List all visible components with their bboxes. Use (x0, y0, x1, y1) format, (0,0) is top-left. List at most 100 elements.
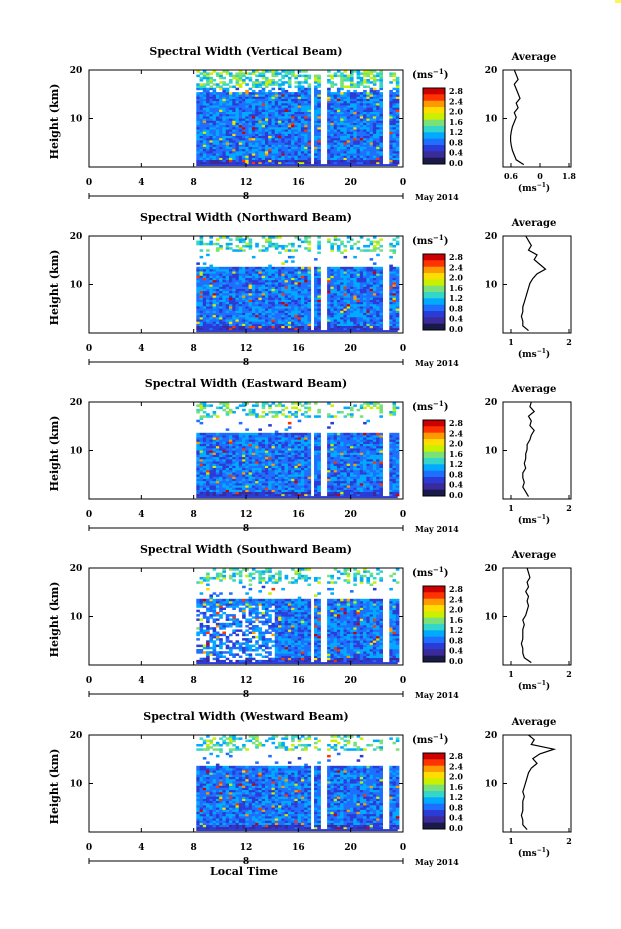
heatmap-cell (229, 295, 233, 298)
heatmap-cell (274, 469, 279, 473)
heatmap-cell (251, 317, 256, 320)
heatmap-cell (238, 441, 243, 444)
heatmap-cell (327, 319, 331, 322)
heatmap-cell (376, 151, 380, 154)
heatmap-cell (327, 107, 331, 110)
heatmap-cell (199, 76, 204, 80)
heatmap-cell (242, 124, 246, 128)
heatmap-cell (287, 155, 292, 158)
heatmap-cell (261, 87, 266, 91)
heatmap-cell (363, 284, 367, 287)
heatmap-cell (346, 153, 351, 156)
heatmap-cell (350, 327, 354, 331)
heatmap-cell (202, 148, 207, 152)
heatmap-cell (251, 413, 256, 416)
heatmap-cell (350, 146, 354, 150)
heatmap-cell (336, 327, 341, 331)
y-tick-label: 20 (70, 232, 83, 242)
heatmap-cell (222, 437, 226, 440)
heatmap-cell (389, 249, 393, 252)
heatmap-cell (363, 286, 367, 289)
heatmap-cell (202, 483, 207, 486)
heatmap-cell (343, 105, 348, 108)
heatmap-cell (376, 247, 380, 250)
heatmap-cell (222, 435, 226, 438)
heatmap-cell (278, 146, 282, 150)
heatmap-cell (389, 155, 393, 158)
heatmap-cell (232, 290, 236, 294)
heatmap-cell (372, 236, 377, 239)
heatmap-cell (238, 266, 243, 270)
heatmap-cell (219, 310, 223, 313)
heatmap-cell (363, 301, 367, 305)
heatmap-cell (336, 266, 341, 270)
heatmap-cell (215, 310, 220, 313)
heatmap-cell (199, 107, 204, 110)
heatmap-cell (346, 273, 351, 276)
heatmap-cell (215, 476, 220, 479)
heatmap-cell (235, 406, 240, 410)
heatmap-cell (245, 474, 249, 477)
heatmap-cell (395, 286, 400, 289)
heatmap-cell (255, 94, 259, 97)
heatmap-cell (300, 295, 305, 298)
heatmap-cell (271, 98, 276, 102)
heatmap-cell (199, 454, 204, 458)
heatmap-cell (327, 87, 331, 91)
heatmap-cell (327, 96, 331, 99)
heatmap-cell (300, 142, 305, 145)
heatmap-cell (376, 290, 380, 294)
heatmap-cell (340, 94, 344, 97)
heatmap-cell (395, 85, 400, 88)
heatmap-cell (248, 146, 253, 150)
heatmap-cell (363, 79, 367, 82)
heatmap-cell (212, 310, 217, 313)
heatmap-cell (258, 85, 262, 88)
heatmap-cell (215, 327, 220, 331)
heatmap-cell (359, 92, 364, 95)
heatmap-cell (271, 83, 276, 86)
heatmap-cell (343, 100, 348, 104)
heatmap-cell (199, 443, 204, 447)
heatmap-cell (333, 161, 338, 165)
heatmap-cell (340, 161, 344, 165)
unit-part: ) (444, 70, 449, 81)
heatmap-cell (232, 100, 236, 104)
heatmap-cell (356, 103, 361, 106)
heatmap-cell (242, 94, 246, 97)
heatmap-cell (225, 485, 230, 488)
heatmap-cell (353, 273, 357, 276)
heatmap-cell (376, 288, 380, 292)
heatmap-cell (232, 463, 236, 466)
heatmap-cell (327, 271, 331, 274)
heatmap-cell (392, 127, 397, 130)
heatmap-cell (242, 319, 246, 322)
heatmap-cell (206, 74, 210, 78)
heatmap-cell (304, 146, 308, 150)
heatmap-cell (222, 483, 226, 486)
heatmap-cell (369, 157, 374, 160)
heatmap-cell (300, 290, 305, 294)
heatmap-cell (346, 293, 351, 296)
heatmap-cell (209, 308, 213, 311)
heatmap-cell (215, 137, 220, 141)
heatmap-cell (209, 129, 213, 132)
heatmap-cell (271, 325, 276, 329)
heatmap-cell (291, 72, 295, 75)
heatmap-cell (202, 303, 207, 307)
heatmap-cell (206, 161, 210, 165)
heatmap-cell (284, 319, 289, 322)
heatmap-cell (369, 89, 374, 93)
heatmap-cell (366, 299, 370, 302)
heatmap-cell (258, 491, 262, 495)
heatmap-cell (350, 321, 354, 324)
heatmap-cell (196, 411, 200, 414)
heatmap-cell (209, 485, 213, 488)
heatmap-cell (281, 107, 285, 110)
heatmap-cell (372, 129, 377, 132)
heatmap-cell (274, 269, 279, 272)
heatmap-cell (225, 284, 230, 287)
heatmap-cell (248, 109, 253, 112)
heatmap-cell (346, 155, 351, 158)
heatmap-cell (238, 105, 243, 108)
